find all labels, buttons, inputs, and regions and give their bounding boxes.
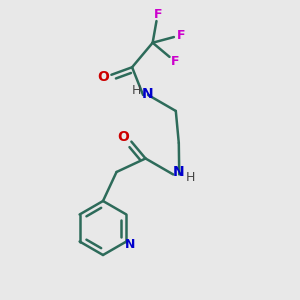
Text: F: F [176,29,185,42]
Text: F: F [171,55,179,68]
Text: O: O [117,130,129,144]
Text: H: H [186,171,195,184]
Text: N: N [172,166,184,179]
Text: H: H [131,85,141,98]
Text: N: N [141,87,153,101]
Text: O: O [98,70,109,84]
Text: F: F [153,8,162,21]
Text: N: N [125,238,136,251]
